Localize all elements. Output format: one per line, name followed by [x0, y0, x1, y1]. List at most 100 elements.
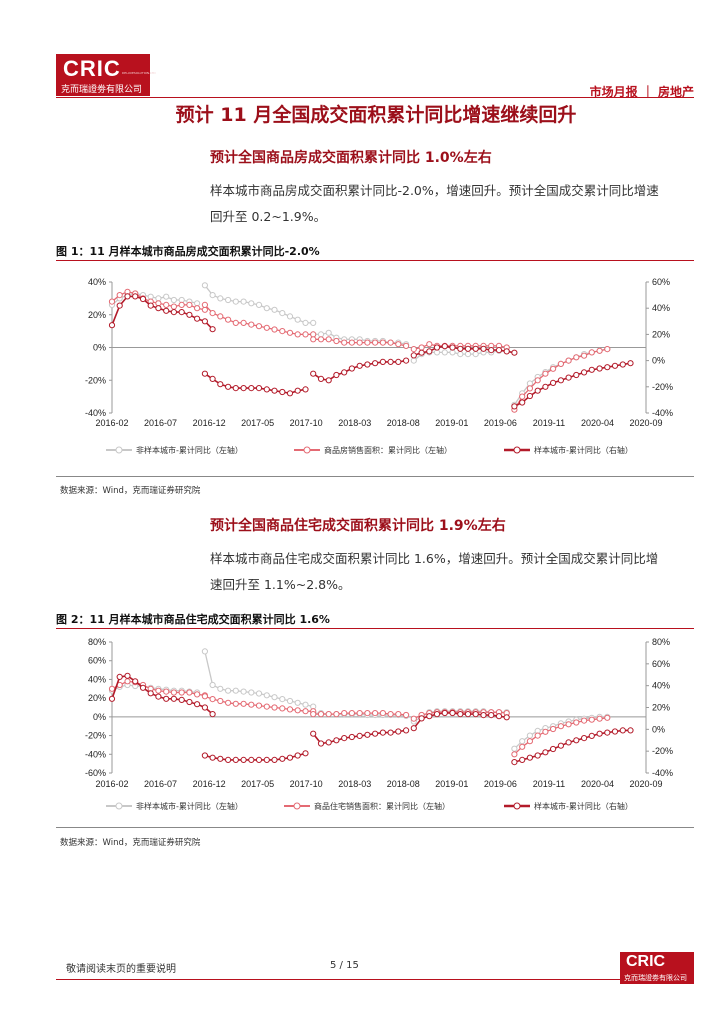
data-point [147, 302, 154, 309]
legend-label: 商品住宅销售面积：累计同比（左轴） [314, 801, 450, 811]
data-point [526, 392, 533, 400]
data-point [255, 690, 263, 697]
data-point [186, 311, 193, 318]
figure2-source: 数据来源：Wind，克而瑞证券研究院 [60, 838, 201, 848]
data-point [573, 719, 580, 726]
data-point [596, 715, 603, 722]
data-point [302, 708, 309, 715]
data-point [294, 316, 301, 323]
data-point [155, 693, 162, 700]
data-point [426, 713, 433, 720]
data-point [310, 319, 317, 327]
x-tick-label: 2019-11 [533, 418, 565, 428]
data-point [124, 672, 131, 679]
x-tick-label: 2017-05 [241, 779, 274, 789]
left-tick-label: 20% [88, 310, 106, 320]
data-point [542, 728, 549, 735]
data-point [472, 345, 479, 352]
legend-label: 非样本城市-累计同比（左轴） [136, 445, 243, 455]
data-point [271, 756, 278, 764]
data-point [209, 310, 216, 317]
data-point [604, 729, 611, 736]
x-tick-label: 2020-04 [581, 418, 614, 428]
left-tick-label: 80% [88, 637, 106, 647]
x-tick-label: 2017-05 [241, 418, 274, 428]
data-point [526, 754, 533, 761]
x-tick-label: 2019-06 [484, 779, 517, 789]
data-point [209, 375, 216, 383]
data-point [209, 696, 216, 703]
page-number: 5 / 15 [330, 960, 359, 971]
x-tick-label: 2018-03 [338, 418, 371, 428]
data-point [116, 292, 123, 299]
data-point [310, 711, 317, 718]
right-tick-label: 80% [652, 637, 670, 647]
right-tick-label: -40% [652, 768, 673, 778]
section2-paragraph-line1: 样本城市商品住宅成交面积累计同比 1.6%，增速回升。预计全国成交累计同比增 [210, 551, 659, 566]
data-point [348, 733, 355, 741]
data-point [201, 704, 208, 711]
data-point [464, 345, 472, 352]
data-point [225, 296, 232, 304]
data-point [519, 743, 526, 750]
data-point [279, 388, 286, 396]
data-point [611, 362, 619, 369]
data-point [178, 696, 185, 704]
data-point [573, 354, 580, 361]
data-point [511, 403, 518, 410]
data-point [155, 305, 162, 312]
x-tick-label: 2019-11 [533, 779, 565, 789]
data-point [604, 364, 611, 371]
data-point [178, 309, 185, 316]
data-point [209, 292, 216, 299]
series-3 [108, 293, 634, 410]
data-point [240, 688, 247, 695]
x-tick-label: 2020-09 [629, 779, 662, 789]
section1-paragraph-line2: 回升至 0.2~1.9%。 [210, 209, 327, 224]
data-point [286, 754, 294, 761]
data-point [348, 365, 355, 372]
data-point [472, 351, 479, 358]
data-point [194, 701, 201, 708]
figure1-top-rule [56, 260, 694, 261]
data-point [449, 344, 456, 351]
data-point [170, 689, 178, 696]
data-point [519, 738, 526, 745]
data-point [410, 352, 417, 359]
data-point [108, 695, 116, 702]
data-point [302, 331, 309, 338]
data-point [457, 345, 464, 352]
data-point [387, 358, 394, 366]
data-point [186, 301, 193, 309]
right-tick-label: 20% [652, 703, 670, 713]
data-point [341, 735, 348, 742]
data-point [433, 344, 441, 351]
data-point [294, 387, 301, 394]
data-point [263, 305, 270, 312]
data-point [317, 740, 325, 747]
data-point [317, 336, 325, 343]
data-point [596, 347, 603, 354]
data-point [581, 717, 588, 724]
data-point [194, 315, 201, 322]
data-point [286, 329, 294, 336]
footer-divider [56, 979, 694, 980]
data-point [178, 301, 185, 309]
data-point [279, 310, 286, 317]
data-point [364, 731, 371, 738]
legend-marker [513, 446, 521, 454]
data-point [232, 687, 239, 694]
left-tick-label: 60% [88, 656, 106, 666]
data-point [426, 341, 433, 348]
data-point [356, 732, 363, 740]
data-point [550, 725, 557, 733]
data-point [627, 727, 634, 734]
data-point [201, 752, 208, 759]
data-point [279, 328, 286, 335]
data-point [225, 756, 232, 764]
data-point [364, 339, 371, 346]
data-point [441, 349, 448, 356]
data-point [333, 371, 340, 379]
left-tick-label: 20% [88, 693, 106, 703]
data-point [240, 700, 247, 707]
